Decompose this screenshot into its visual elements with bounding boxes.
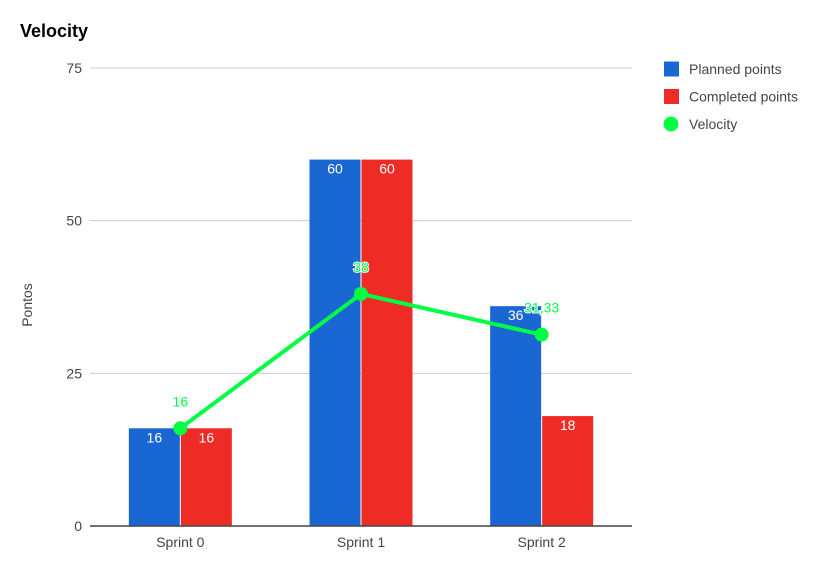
y-axis-title: Pontos xyxy=(19,283,35,327)
legend-label: Velocity xyxy=(689,116,737,132)
y-tick-label: 25 xyxy=(66,365,82,381)
legend-label: Planned points xyxy=(689,61,782,77)
legend-swatch xyxy=(664,61,679,77)
legend: Planned points Completed points Velocity xyxy=(663,61,798,132)
x-tick-label: Sprint 2 xyxy=(518,534,566,550)
legend-swatch xyxy=(664,89,679,104)
gridlines xyxy=(90,67,632,374)
legend-marker xyxy=(663,116,679,132)
y-tick-label: 50 xyxy=(66,213,82,229)
bar xyxy=(309,159,361,526)
bar xyxy=(361,159,413,526)
x-tick-label: Sprint 1 xyxy=(337,534,385,550)
velocity-data-label: 31,33 xyxy=(524,300,559,316)
velocity-line-series: 16 38 31,33 xyxy=(172,258,560,436)
bar xyxy=(542,416,594,526)
bar xyxy=(180,428,232,526)
bar-data-label: 36 xyxy=(508,307,524,323)
x-axis-ticks: Sprint 0 Sprint 1 Sprint 2 xyxy=(156,534,566,550)
velocity-point xyxy=(534,327,549,342)
bar-data-label: 60 xyxy=(379,161,395,177)
velocity-data-label: 16 xyxy=(173,393,189,409)
bars: 16 16 60 60 36 18 xyxy=(128,159,594,526)
bar xyxy=(128,428,180,526)
legend-label: Completed points xyxy=(689,89,798,105)
bar-data-label: 16 xyxy=(147,429,163,445)
bar-data-label: 16 xyxy=(199,429,215,445)
y-axis-ticks: 0 25 50 75 xyxy=(66,60,82,534)
chart-title: Velocity xyxy=(20,21,88,41)
velocity-line xyxy=(179,291,543,430)
y-tick-label: 75 xyxy=(66,60,82,76)
x-tick-label: Sprint 0 xyxy=(156,534,204,550)
bar-data-label: 18 xyxy=(560,417,576,433)
velocity-point xyxy=(354,286,368,301)
y-tick-label: 0 xyxy=(74,518,82,534)
bar-data-label: 60 xyxy=(327,161,343,177)
velocity-point xyxy=(173,421,188,436)
velocity-data-label: 38 xyxy=(353,259,369,275)
bar xyxy=(490,306,542,526)
